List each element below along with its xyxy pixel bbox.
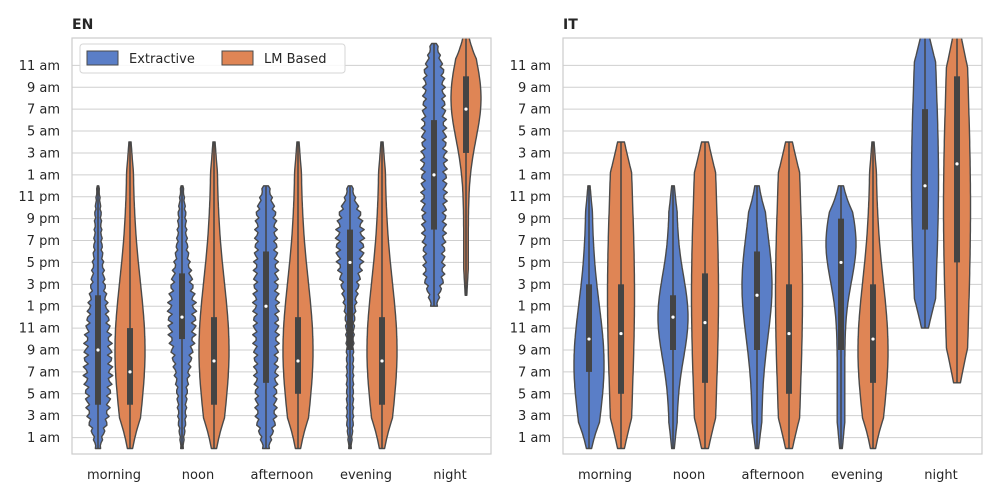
violin-median (955, 162, 959, 166)
panel-frame (562, 37, 983, 455)
violin-iqr-box (127, 328, 133, 405)
y-tick-label: 3 am (27, 146, 60, 161)
violin-median (871, 337, 875, 341)
y-tick-label: 1 pm (27, 300, 60, 315)
y-tick-label: 5 am (27, 387, 60, 402)
panel-title: IT (563, 17, 578, 33)
y-tick-label: 5 pm (27, 256, 60, 271)
x-tick-label: afternoon (742, 468, 805, 483)
y-tick-label: 11 am (19, 322, 60, 337)
violin-median (348, 260, 352, 265)
violin-iqr-box (263, 251, 269, 383)
panel-title: EN (72, 17, 93, 33)
y-tick-label: 5 pm (518, 256, 551, 271)
y-tick-label: 9 am (27, 81, 60, 96)
panel-it: IT 1 am 3 am 5 am 7 am 9 am 11 am 1 pm 3 pm 5 pm 7… (509, 17, 983, 483)
x-tick-label: night (433, 468, 466, 483)
y-tick-label: 3 pm (27, 278, 60, 293)
y-tick-label: 9 pm (27, 212, 60, 227)
legend-label: Extractive (129, 52, 195, 67)
violin-iqr-box (954, 76, 960, 263)
violin-median (703, 321, 707, 325)
y-tick-label: 7 am (518, 365, 551, 380)
x-tick-label: morning (87, 468, 141, 483)
y-tick-label: 7 am (27, 103, 60, 118)
y-tick-label: 1 am (27, 431, 60, 446)
y-tick-label: 1 am (518, 168, 551, 183)
violin-median (180, 315, 184, 319)
y-tick-label: 11 pm (509, 190, 551, 205)
y-tick-label: 3 am (518, 146, 551, 161)
y-tick-label: 7 pm (518, 234, 551, 249)
x-tick-label: evening (340, 468, 392, 483)
y-tick-label: 7 am (518, 103, 551, 118)
x-tick-label: night (924, 468, 957, 483)
panel-en: EN 1 am 3 am 5 am 7 am 9 am 11 am 1 pm 3 pm 5 pm 7… (18, 17, 492, 483)
y-tick-label: 9 am (27, 344, 60, 359)
violin-iqr-box (179, 273, 185, 340)
violin-iqr-box (586, 284, 592, 372)
y-tick-label: 1 am (27, 168, 60, 183)
violin-median (432, 173, 436, 177)
y-tick-label: 5 am (518, 387, 551, 402)
violin-median (96, 348, 100, 352)
legend-label: LM Based (264, 52, 327, 67)
violin-median (839, 260, 843, 265)
violin-median (296, 359, 300, 363)
y-tick-label: 9 pm (518, 212, 551, 227)
violin-iqr-box (618, 284, 624, 394)
y-tick-label: 5 am (518, 125, 551, 140)
y-tick-label: 3 am (27, 409, 60, 424)
y-tick-label: 11 am (510, 59, 551, 74)
legend: Extractive LM Based (79, 43, 346, 74)
y-tick-label: 3 am (518, 409, 551, 424)
panel-frame (71, 37, 492, 455)
x-tick-label: evening (831, 468, 883, 483)
legend-swatch (221, 50, 254, 66)
y-tick-label: 3 pm (518, 278, 551, 293)
violin-iqr-box (670, 295, 676, 350)
violin-median (755, 293, 759, 297)
violin-median (212, 359, 216, 363)
violin-median (587, 337, 591, 341)
violin-iqr-box (754, 251, 760, 350)
violin-median (787, 331, 791, 336)
x-tick-label: morning (578, 468, 632, 483)
violin-iqr-box (922, 109, 928, 230)
violin-median (128, 370, 132, 374)
y-tick-label: 11 pm (18, 190, 60, 205)
violin-median (464, 107, 468, 111)
y-tick-label: 11 am (510, 322, 551, 337)
y-tick-label: 5 am (27, 125, 60, 140)
violin-iqr-box (295, 317, 301, 394)
y-tick-label: 9 am (518, 81, 551, 96)
y-tick-label: 11 am (19, 59, 60, 74)
violin-iqr-box (870, 284, 876, 383)
legend-box (79, 43, 346, 74)
y-tick-label: 7 am (27, 365, 60, 380)
violin-median (671, 315, 675, 319)
violin-group (82, 38, 482, 450)
violin-iqr-box (463, 76, 469, 153)
violin-median (264, 304, 268, 308)
x-tick-label: afternoon (251, 468, 314, 483)
violin-group (573, 38, 972, 450)
violin-median (619, 331, 623, 336)
violin-iqr-box (347, 229, 353, 350)
y-tick-label: 1 pm (518, 300, 551, 315)
legend-swatch (86, 50, 119, 66)
violin-iqr-box (838, 218, 844, 350)
y-tick-label: 1 am (518, 431, 551, 446)
y-tick-label: 9 am (518, 344, 551, 359)
y-tick-label: 7 pm (27, 234, 60, 249)
violin-median (923, 184, 927, 188)
violin-iqr-box (786, 284, 792, 394)
violin-median (380, 359, 384, 363)
x-tick-label: noon (673, 468, 705, 483)
x-tick-label: noon (182, 468, 214, 483)
violin-iqr-box (702, 273, 708, 383)
